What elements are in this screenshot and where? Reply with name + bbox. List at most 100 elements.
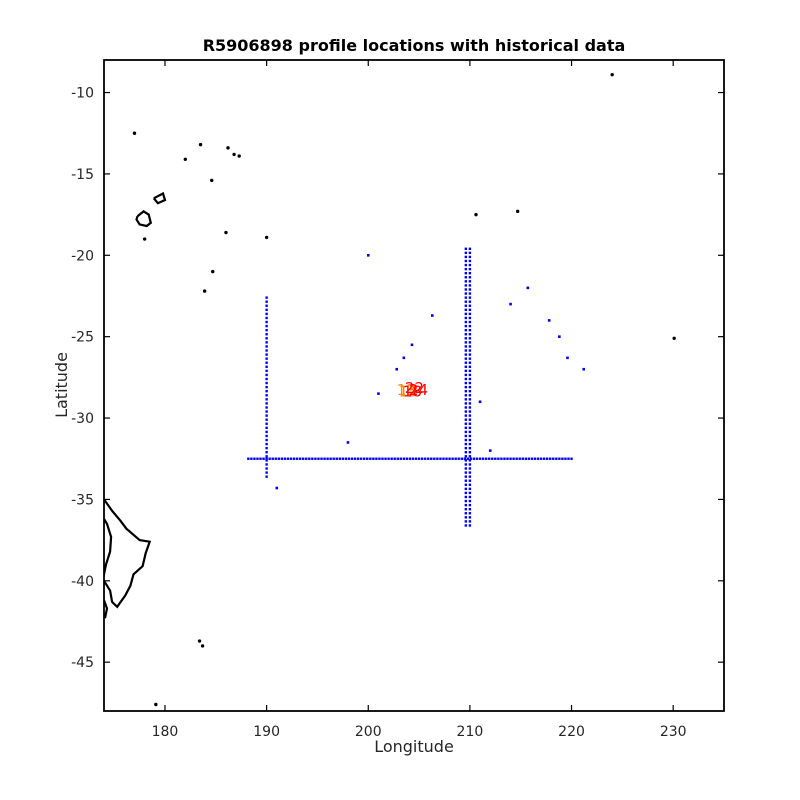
historical-point (256, 457, 259, 460)
historical-point (265, 385, 268, 389)
island-point (202, 289, 207, 293)
historical-point (320, 457, 323, 460)
historical-point (464, 507, 468, 511)
historical-point (402, 457, 406, 460)
historical-point (464, 373, 468, 377)
historical-point (442, 457, 445, 460)
historical-point (468, 357, 472, 360)
historical-point (311, 457, 314, 460)
axes-frame (103, 59, 725, 712)
historical-point (464, 463, 468, 466)
historical-point (564, 457, 567, 460)
historical-point (457, 457, 460, 460)
historical-point (356, 457, 360, 460)
y-tick-label: -40 (71, 574, 94, 590)
historical-point (468, 377, 472, 381)
y-tick-label: -10 (71, 86, 94, 102)
historical-point (464, 467, 468, 470)
historical-point (468, 263, 472, 267)
historical-point (271, 457, 274, 460)
historical-point (552, 457, 555, 460)
historical-point (475, 457, 479, 460)
historical-point (347, 457, 351, 460)
historical-point (268, 457, 271, 460)
island-point (210, 178, 214, 183)
historical-point (468, 296, 472, 299)
historical-point (265, 430, 268, 434)
historical-point (468, 402, 472, 405)
historical-point (402, 356, 406, 360)
historical-point (323, 457, 326, 460)
profile-label: 24 (409, 381, 428, 399)
y-tick-label: -30 (71, 411, 94, 427)
historical-point (433, 457, 436, 460)
historical-point (468, 398, 472, 401)
historical-point (265, 300, 268, 303)
historical-point (488, 457, 491, 460)
historical-point (464, 406, 468, 409)
historical-point (265, 410, 268, 413)
historical-point (536, 457, 540, 460)
historical-point (468, 373, 472, 377)
historical-point (302, 457, 305, 460)
historical-point (468, 308, 472, 312)
historical-point (468, 516, 472, 519)
historical-point (253, 457, 256, 460)
historical-point (265, 406, 268, 409)
historical-point (314, 457, 317, 460)
historical-point (468, 520, 472, 523)
island-point (154, 702, 158, 707)
historical-point (494, 457, 497, 460)
historical-point (464, 430, 468, 434)
historical-point (390, 457, 393, 460)
historical-point (464, 353, 468, 356)
historical-point (265, 389, 268, 393)
historical-point (484, 457, 488, 460)
historical-point (481, 457, 485, 460)
historical-point (464, 300, 468, 303)
historical-point (468, 446, 472, 450)
historical-point (468, 324, 472, 328)
historical-point (464, 308, 468, 312)
historical-point (464, 512, 468, 515)
profile-label: 13 (397, 381, 416, 399)
island-point (211, 269, 215, 274)
historical-point (326, 457, 329, 460)
x-tick-label: 200 (355, 724, 382, 740)
historical-point (274, 457, 277, 460)
historical-point (265, 434, 268, 438)
historical-point (265, 304, 268, 307)
historical-point (464, 524, 468, 527)
historical-point (464, 451, 468, 454)
historical-point (464, 292, 468, 295)
historical-point (509, 457, 512, 460)
historical-point (265, 418, 268, 421)
historical-point (468, 337, 472, 340)
historical-point (423, 457, 427, 460)
historical-point (497, 457, 500, 460)
historical-point (468, 467, 472, 470)
historical-point (265, 426, 268, 430)
historical-point (430, 457, 433, 460)
historical-point (265, 353, 268, 356)
historical-point (369, 457, 372, 460)
historical-point (338, 457, 342, 460)
historical-point (468, 442, 472, 446)
historical-point (468, 341, 472, 344)
historical-point (500, 457, 503, 460)
historical-point (468, 292, 472, 295)
historical-point (265, 467, 268, 470)
island-point (515, 209, 520, 214)
historical-point (410, 343, 414, 347)
historical-point (468, 438, 472, 442)
historical-point (283, 457, 287, 460)
historical-point (417, 457, 421, 460)
historical-point (265, 463, 268, 466)
historical-point (468, 487, 472, 491)
historical-point (265, 373, 268, 377)
y-axis-label: Latitude (52, 352, 71, 418)
historical-point (468, 414, 472, 417)
historical-point (265, 471, 268, 474)
x-tick-label: 180 (152, 724, 179, 740)
y-tick-label: -25 (71, 330, 94, 346)
